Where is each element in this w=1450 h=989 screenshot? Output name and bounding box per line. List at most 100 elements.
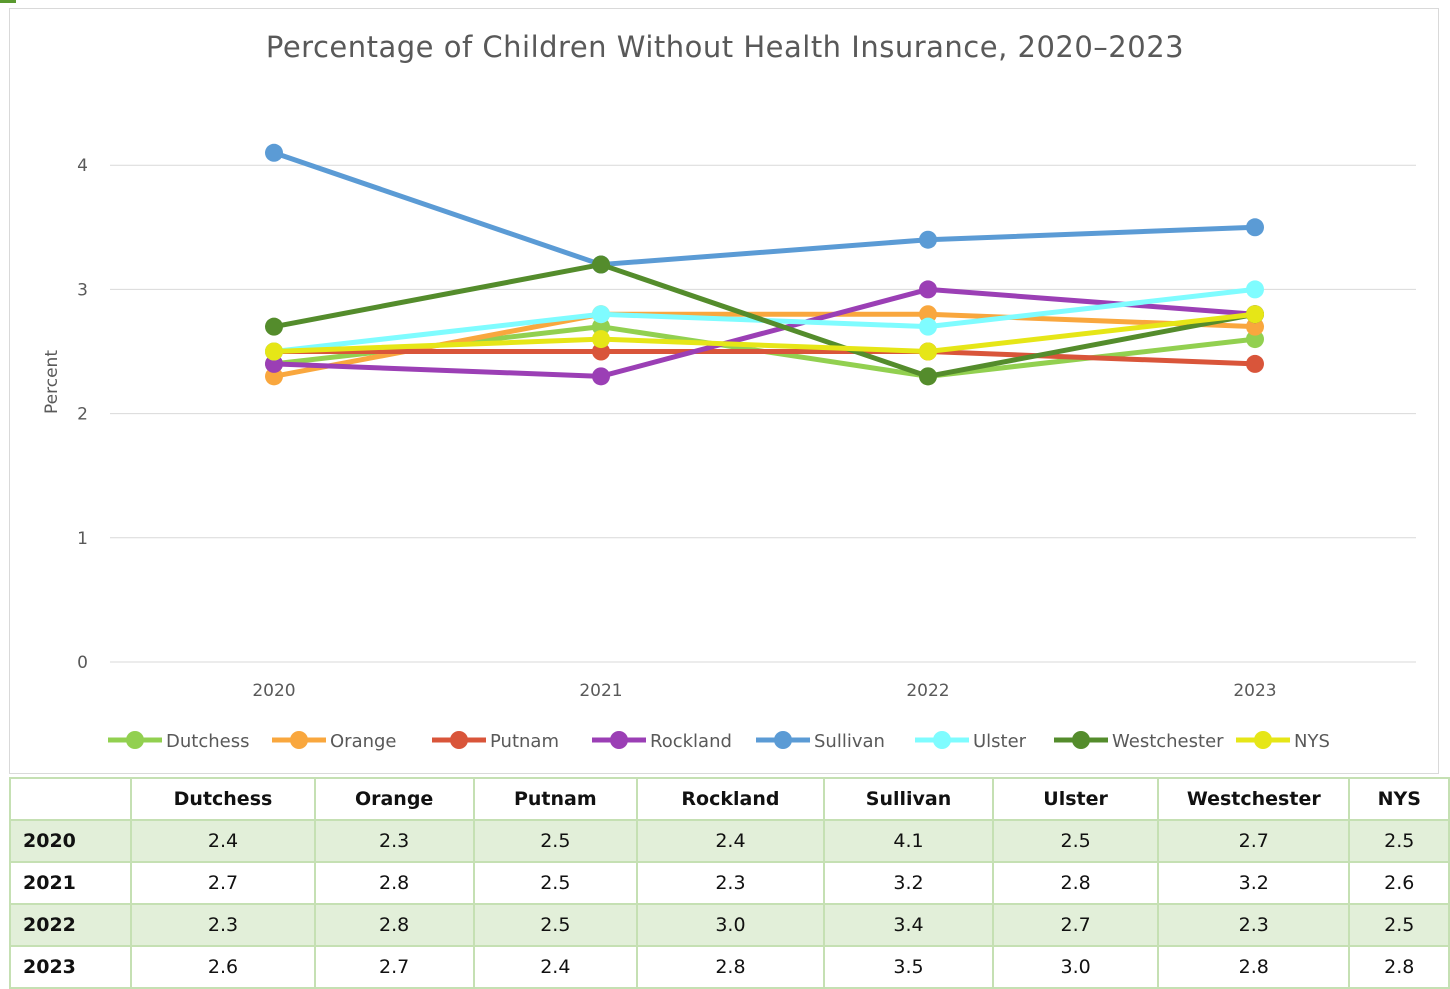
table-cell: 2.8: [313, 861, 475, 905]
column-header: Rockland: [635, 777, 825, 821]
column-header: Westchester: [1157, 777, 1351, 821]
table-cell: 2.4: [472, 945, 638, 989]
data-point-rockland: [919, 280, 937, 299]
row-year-label: 2020: [8, 819, 133, 863]
table-cell: 3.5: [822, 945, 995, 989]
series-line-sullivan: [273, 150, 1256, 268]
y-tick-label: 3: [77, 280, 88, 300]
column-header: Sullivan: [822, 777, 995, 821]
data-point-ulster: [919, 317, 937, 336]
table-cell: 3.0: [635, 903, 825, 947]
table-cell: 2.5: [472, 861, 638, 905]
row-year-label: 2021: [8, 861, 133, 905]
data-point-rockland: [265, 354, 283, 373]
table-cell: 2.5: [472, 819, 638, 863]
table-cell: 2.3: [635, 861, 825, 905]
table-cell: 2.3: [130, 903, 316, 947]
table-cell: 2.5: [472, 903, 638, 947]
legend-label-dutchess: Dutchess: [166, 731, 249, 752]
table-header-row: Dutchess Orange Putnam Rockland Sullivan Ulst…: [8, 777, 1450, 821]
table-row: 2021 2.7 2.8 2.5 2.3 3.2 2.8 3.2 2.6: [8, 861, 1450, 905]
table-cell: 2.7: [313, 945, 475, 989]
y-tick-label: 1: [77, 529, 88, 549]
table-cell: 3.2: [822, 861, 995, 905]
row-year-label: 2023: [8, 945, 133, 989]
data-point-ulster: [1246, 280, 1264, 299]
series-line-putnam: [274, 349, 1256, 367]
accent-strip: [0, 0, 16, 3]
column-header: Orange: [313, 777, 475, 821]
table-cell: 2.8: [1348, 945, 1450, 989]
table-cell: 2.4: [130, 819, 316, 863]
series-line-westchester: [273, 262, 1256, 379]
data-point-westchester: [919, 367, 937, 386]
table-cell: 2.5: [992, 819, 1160, 863]
data-point-westchester: [592, 255, 610, 274]
column-header: Putnam: [472, 777, 638, 821]
x-tick-label: 2023: [1233, 681, 1276, 701]
data-point-nys: [919, 342, 937, 361]
line-chart: 0 1 2 3 4 2020 2021 2022 2023 Dutchess Orange Putna…: [77, 143, 1416, 752]
chart-frame: [9, 8, 1439, 774]
column-header: [8, 777, 133, 821]
legend-label-nys: NYS: [1294, 731, 1330, 752]
data-point-westchester: [265, 317, 283, 336]
legend-label-putnam: Putnam: [490, 731, 559, 752]
table-cell: 2.6: [130, 945, 316, 989]
x-tick-label: 2021: [579, 681, 622, 701]
data-table: Dutchess Orange Putnam Rockland Sullivan Ulst…: [8, 777, 1450, 989]
table-cell: 2.5: [1348, 819, 1450, 863]
data-point-dutchess: [592, 317, 610, 336]
table-cell: 4.1: [822, 819, 995, 863]
data-point-sullivan: [1246, 218, 1264, 237]
table-row: 2020 2.4 2.3 2.5 2.4 4.1 2.5 2.7 2.5: [8, 819, 1450, 863]
series-line-nys: [273, 311, 1256, 354]
chart-title: Percentage of Children Without Health In…: [265, 30, 1185, 64]
table-cell: 3.0: [992, 945, 1160, 989]
column-header: NYS: [1348, 777, 1450, 821]
legend-label-ulster: Ulster: [973, 731, 1027, 752]
data-point-nys: [592, 330, 610, 349]
table-row: 2022 2.3 2.8 2.5 3.0 3.4 2.7 2.3 2.5: [8, 903, 1450, 947]
column-header: Ulster: [992, 777, 1160, 821]
x-tick-label: 2022: [906, 681, 949, 701]
data-point-putnam: [592, 342, 610, 361]
table-cell: 2.8: [1157, 945, 1351, 989]
table-cell: 2.8: [635, 945, 825, 989]
row-year-label: 2022: [8, 903, 133, 947]
legend-label-sullivan: Sullivan: [814, 731, 885, 752]
y-tick-label: 2: [77, 405, 88, 425]
data-point-nys: [1246, 305, 1264, 324]
data-point-sullivan: [919, 230, 937, 249]
legend-marker-putnam: [450, 731, 468, 749]
table-cell: 2.6: [1348, 861, 1450, 905]
data-point-ulster: [592, 305, 610, 324]
table-cell: 2.5: [1348, 903, 1450, 947]
table-cell: 3.2: [1157, 861, 1351, 905]
table-cell: 2.7: [1157, 819, 1351, 863]
legend-marker-orange: [290, 731, 308, 749]
data-point-orange: [265, 367, 283, 386]
legend-label-rockland: Rockland: [650, 731, 732, 752]
legend-marker-westchester: [1072, 731, 1090, 749]
y-axis-label: Percent: [42, 350, 62, 414]
legend-label-westchester: Westchester: [1112, 731, 1224, 752]
data-point-rockland: [592, 367, 610, 386]
table-cell: 2.7: [130, 861, 316, 905]
y-tick-label: 4: [77, 156, 88, 176]
x-tick-label: 2020: [252, 681, 295, 701]
column-header: Dutchess: [130, 777, 316, 821]
data-point-dutchess: [1246, 330, 1264, 349]
legend-label-orange: Orange: [330, 731, 397, 752]
y-tick-label: 0: [77, 653, 88, 673]
table-cell: 2.8: [313, 903, 475, 947]
legend-marker-dutchess: [126, 731, 144, 749]
table-row: 2023 2.6 2.7 2.4 2.8 3.5 3.0 2.8 2.8: [8, 945, 1450, 989]
data-point-orange: [919, 305, 937, 324]
data-point-putnam: [1246, 354, 1264, 373]
table-cell: 3.4: [822, 903, 995, 947]
table-cell: 2.3: [1157, 903, 1351, 947]
legend-marker-nys: [1254, 731, 1272, 749]
table-cell: 2.7: [992, 903, 1160, 947]
table-cell: 2.4: [635, 819, 825, 863]
